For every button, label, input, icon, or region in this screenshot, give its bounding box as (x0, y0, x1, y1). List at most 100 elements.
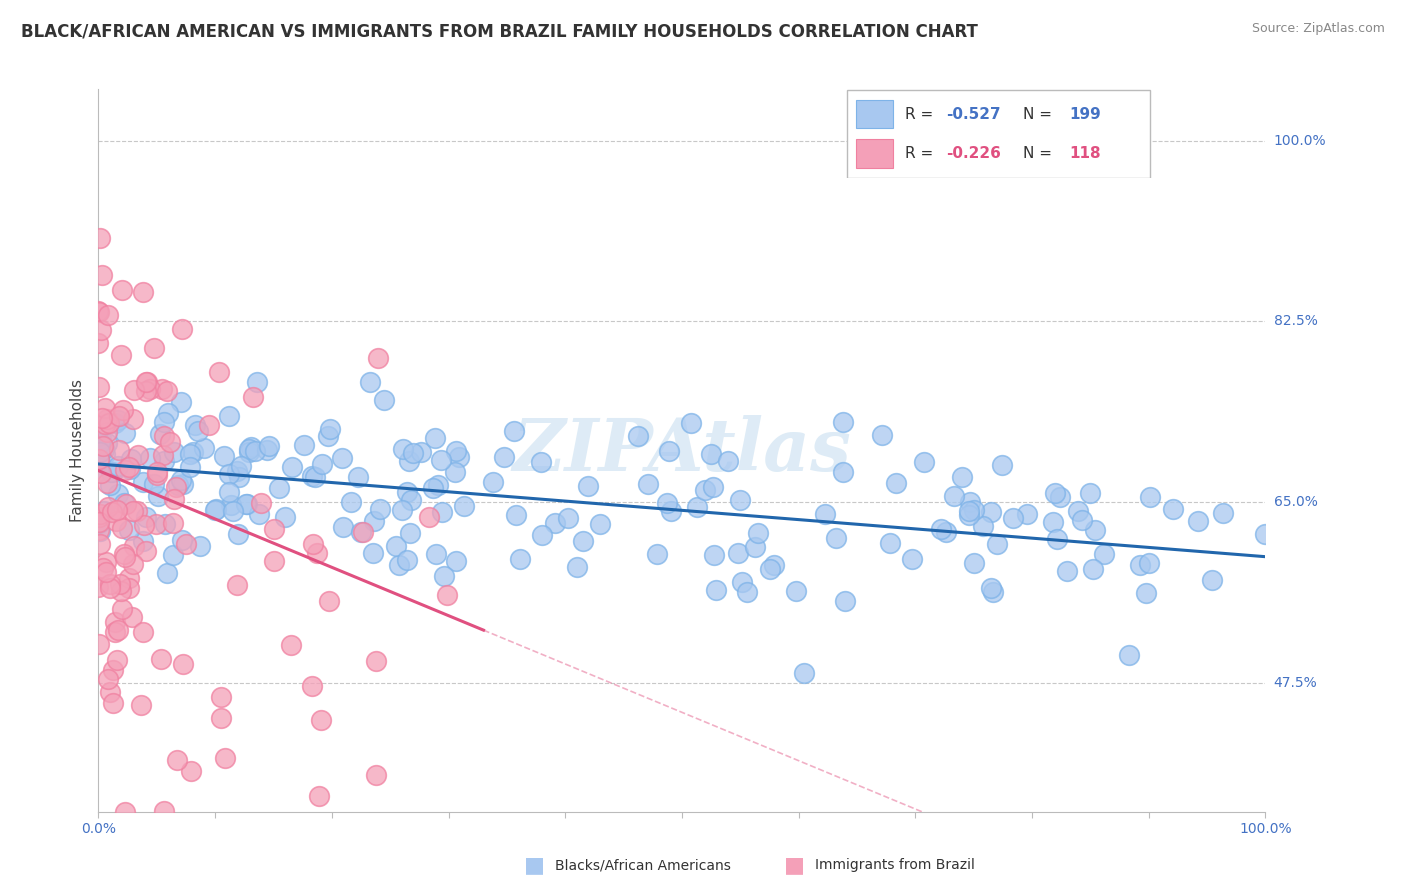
Point (87, 335, 110, 350)
Point (111, 403, 134, 417)
Point (228, 527, 250, 541)
Point (153, 804, 176, 818)
Point (1067, 504, 1090, 518)
Point (1254, 527, 1277, 541)
Point (785, 583, 807, 598)
Point (1049, 490, 1071, 504)
Point (1161, 501, 1184, 516)
Point (235, 497, 257, 511)
Point (111, 283, 134, 297)
Point (627, 429, 650, 443)
Point (87, 304, 110, 318)
Point (132, 285, 155, 300)
Point (93, 401, 115, 416)
Point (901, 552, 924, 566)
Point (101, 663, 124, 677)
Point (423, 431, 446, 445)
Point (90, 432, 112, 446)
Text: -0.226: -0.226 (946, 146, 1001, 161)
Point (655, 496, 678, 510)
Point (104, 416, 127, 430)
Text: ZIPAtlas: ZIPAtlas (513, 415, 851, 486)
Point (110, 584, 132, 599)
Point (319, 422, 342, 436)
Point (225, 578, 247, 592)
Point (731, 574, 754, 589)
Point (152, 448, 174, 462)
Point (172, 657, 194, 672)
Point (87, 581, 110, 595)
Point (263, 554, 285, 568)
Point (280, 638, 302, 652)
Point (204, 501, 226, 516)
Point (679, 416, 702, 430)
Point (363, 514, 385, 528)
Point (114, 549, 136, 564)
Point (222, 504, 245, 518)
Point (112, 496, 135, 510)
Point (578, 479, 600, 493)
Point (218, 485, 240, 500)
Text: ■: ■ (524, 855, 544, 875)
Point (153, 429, 176, 443)
Text: BLACK/AFRICAN AMERICAN VS IMMIGRANTS FROM BRAZIL FAMILY HOUSEHOLDS CORRELATION C: BLACK/AFRICAN AMERICAN VS IMMIGRANTS FRO… (21, 22, 979, 40)
Point (87, 422, 110, 436)
Point (179, 460, 201, 475)
Point (702, 480, 724, 494)
Point (959, 495, 981, 509)
Point (307, 546, 329, 560)
Point (422, 482, 444, 496)
Point (107, 624, 129, 638)
Point (193, 441, 215, 455)
Point (180, 764, 202, 778)
Point (98, 478, 121, 492)
Point (246, 375, 269, 389)
Point (97, 416, 120, 430)
Point (658, 444, 681, 458)
Point (363, 546, 385, 560)
Point (429, 452, 451, 467)
Point (1187, 514, 1209, 528)
Point (103, 465, 125, 479)
Point (957, 508, 980, 523)
Point (301, 679, 323, 693)
Text: 65.0%: 65.0% (1274, 495, 1317, 509)
Point (912, 455, 935, 469)
Point (107, 487, 129, 501)
Point (1043, 486, 1066, 500)
Text: N =: N = (1024, 146, 1057, 161)
Point (346, 470, 368, 484)
Point (127, 504, 149, 518)
Point (832, 465, 855, 479)
Point (963, 502, 986, 516)
Point (101, 696, 124, 710)
Point (392, 442, 415, 457)
Point (153, 454, 176, 468)
Point (396, 485, 419, 500)
Point (427, 478, 450, 492)
Point (1015, 508, 1038, 522)
Point (879, 536, 901, 550)
Point (156, 384, 179, 399)
Point (170, 322, 193, 336)
Point (197, 418, 219, 433)
Point (89, 454, 111, 468)
Point (1042, 515, 1064, 529)
Point (91, 439, 114, 453)
Point (170, 473, 193, 487)
Point (449, 450, 471, 464)
Point (704, 583, 727, 598)
Point (159, 435, 181, 450)
Point (308, 789, 330, 803)
Point (104, 615, 127, 629)
Point (972, 518, 994, 533)
Point (127, 448, 149, 462)
Point (238, 444, 260, 458)
Point (121, 610, 143, 624)
Point (929, 522, 952, 536)
Point (184, 418, 207, 433)
Point (98, 581, 121, 595)
Point (145, 465, 167, 479)
Point (228, 470, 250, 484)
Text: 47.5%: 47.5% (1274, 676, 1317, 690)
